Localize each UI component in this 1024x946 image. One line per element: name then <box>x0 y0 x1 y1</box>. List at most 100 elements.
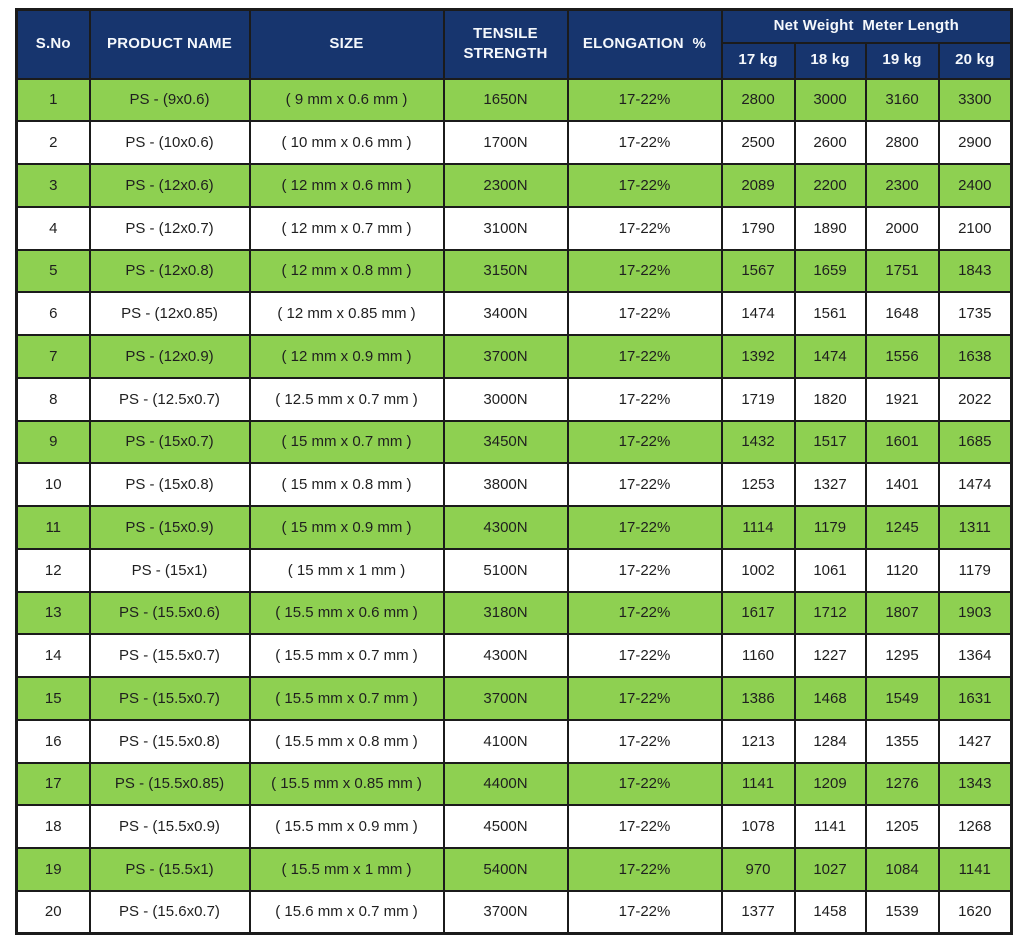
cell-length-18kg: 1561 <box>793 291 867 336</box>
cell-length-20kg: 1268 <box>937 804 1013 849</box>
cell-sno: 3 <box>15 163 91 208</box>
cell-length-18kg: 1209 <box>793 761 867 807</box>
cell-size: ( 15 mm x 0.8 mm ) <box>248 462 445 507</box>
cell-length-17kg: 1719 <box>720 376 796 422</box>
cell-product-name: PS - (15.5x0.6) <box>88 590 251 636</box>
cell-length-19kg: 1401 <box>864 462 940 507</box>
cell-product-name: PS - (15.5x0.8) <box>88 718 251 764</box>
cell-elongation: 17-22% <box>566 505 723 550</box>
cell-length-19kg: 1556 <box>864 334 940 379</box>
cell-elongation: 17-22% <box>566 804 723 849</box>
cell-length-20kg: 1141 <box>937 847 1013 892</box>
cell-length-19kg: 1355 <box>864 718 940 764</box>
cell-size: ( 15 mm x 0.7 mm ) <box>248 419 445 465</box>
cell-product-name: PS - (15.5x0.85) <box>88 761 251 807</box>
cell-size: ( 10 mm x 0.6 mm ) <box>248 120 445 165</box>
cell-length-18kg: 1141 <box>793 804 867 849</box>
cell-size: ( 15.6 mm x 0.7 mm ) <box>248 889 445 935</box>
cell-length-20kg: 2400 <box>937 163 1013 208</box>
cell-length-18kg: 1061 <box>793 547 867 593</box>
cell-length-20kg: 2022 <box>937 376 1013 422</box>
table-row: 5 PS - (12x0.8) ( 12 mm x 0.8 mm ) 3150N… <box>15 248 1013 294</box>
cell-length-20kg: 3300 <box>937 77 1013 123</box>
table-row: 10 PS - (15x0.8) ( 15 mm x 0.8 mm ) 3800… <box>15 462 1013 507</box>
cell-length-19kg: 3160 <box>864 77 940 123</box>
cell-product-name: PS - (15.5x0.7) <box>88 676 251 721</box>
cell-size: ( 15.5 mm x 0.7 mm ) <box>248 676 445 721</box>
cell-elongation: 17-22% <box>566 291 723 336</box>
cell-length-17kg: 1160 <box>720 633 796 678</box>
cell-elongation: 17-22% <box>566 847 723 892</box>
cell-length-18kg: 1284 <box>793 718 867 764</box>
cell-elongation: 17-22% <box>566 889 723 935</box>
table-row: 9 PS - (15x0.7) ( 15 mm x 0.7 mm ) 3450N… <box>15 419 1013 465</box>
cell-size: ( 15 mm x 0.9 mm ) <box>248 505 445 550</box>
cell-elongation: 17-22% <box>566 633 723 678</box>
cell-length-18kg: 1474 <box>793 334 867 379</box>
cell-product-name: PS - (12x0.9) <box>88 334 251 379</box>
cell-product-name: PS - (10x0.6) <box>88 120 251 165</box>
cell-length-17kg: 1567 <box>720 248 796 294</box>
cell-elongation: 17-22% <box>566 163 723 208</box>
cell-sno: 13 <box>15 590 91 636</box>
cell-length-20kg: 1343 <box>937 761 1013 807</box>
cell-tensile-strength: 3150N <box>442 248 569 294</box>
cell-product-name: PS - (15.5x0.7) <box>88 633 251 678</box>
cell-length-17kg: 1141 <box>720 761 796 807</box>
cell-product-name: PS - (12x0.8) <box>88 248 251 294</box>
cell-sno: 9 <box>15 419 91 465</box>
cell-size: ( 15.5 mm x 0.6 mm ) <box>248 590 445 636</box>
cell-length-18kg: 1890 <box>793 205 867 251</box>
cell-length-19kg: 1601 <box>864 419 940 465</box>
col-header-net-weight-meter-length: Net Weight Meter Length <box>720 8 1013 44</box>
cell-length-17kg: 1790 <box>720 205 796 251</box>
cell-length-17kg: 1617 <box>720 590 796 636</box>
table-row: 15 PS - (15.5x0.7) ( 15.5 mm x 0.7 mm ) … <box>15 676 1013 721</box>
cell-length-20kg: 1631 <box>937 676 1013 721</box>
cell-sno: 10 <box>15 462 91 507</box>
cell-size: ( 15.5 mm x 0.85 mm ) <box>248 761 445 807</box>
cell-size: ( 12 mm x 0.7 mm ) <box>248 205 445 251</box>
cell-length-17kg: 1432 <box>720 419 796 465</box>
table-row: 3 PS - (12x0.6) ( 12 mm x 0.6 mm ) 2300N… <box>15 163 1013 208</box>
cell-tensile-strength: 3000N <box>442 376 569 422</box>
cell-length-18kg: 1327 <box>793 462 867 507</box>
col-header-tensile-strength: TENSILE STRENGTH <box>442 8 569 80</box>
cell-tensile-strength: 4400N <box>442 761 569 807</box>
cell-sno: 17 <box>15 761 91 807</box>
cell-tensile-strength: 2300N <box>442 163 569 208</box>
cell-sno: 7 <box>15 334 91 379</box>
cell-tensile-strength: 4300N <box>442 505 569 550</box>
cell-length-20kg: 1843 <box>937 248 1013 294</box>
table-row: 14 PS - (15.5x0.7) ( 15.5 mm x 0.7 mm ) … <box>15 633 1013 678</box>
cell-product-name: PS - (15x0.8) <box>88 462 251 507</box>
cell-length-19kg: 2300 <box>864 163 940 208</box>
cell-length-19kg: 1084 <box>864 847 940 892</box>
table-row: 2 PS - (10x0.6) ( 10 mm x 0.6 mm ) 1700N… <box>15 120 1013 165</box>
cell-size: ( 15.5 mm x 0.7 mm ) <box>248 633 445 678</box>
cell-length-20kg: 1685 <box>937 419 1013 465</box>
cell-tensile-strength: 3700N <box>442 676 569 721</box>
cell-length-19kg: 1120 <box>864 547 940 593</box>
col-header-product-name: PRODUCT NAME <box>88 8 251 80</box>
col-header-sno: S.No <box>15 8 91 80</box>
table-row: 4 PS - (12x0.7) ( 12 mm x 0.7 mm ) 3100N… <box>15 205 1013 251</box>
cell-product-name: PS - (12x0.7) <box>88 205 251 251</box>
cell-product-name: PS - (12x0.6) <box>88 163 251 208</box>
cell-size: ( 15.5 mm x 0.8 mm ) <box>248 718 445 764</box>
cell-length-19kg: 1751 <box>864 248 940 294</box>
table-row: 12 PS - (15x1) ( 15 mm x 1 mm ) 5100N 17… <box>15 547 1013 593</box>
cell-elongation: 17-22% <box>566 761 723 807</box>
cell-product-name: PS - (15.6x0.7) <box>88 889 251 935</box>
cell-tensile-strength: 3700N <box>442 889 569 935</box>
cell-tensile-strength: 5400N <box>442 847 569 892</box>
cell-length-20kg: 1364 <box>937 633 1013 678</box>
col-header-size: SIZE <box>248 8 445 80</box>
cell-product-name: PS - (9x0.6) <box>88 77 251 123</box>
col-header-elongation: ELONGATION % <box>566 8 723 80</box>
cell-length-19kg: 1539 <box>864 889 940 935</box>
cell-sno: 1 <box>15 77 91 123</box>
cell-length-19kg: 1648 <box>864 291 940 336</box>
table-row: 17 PS - (15.5x0.85) ( 15.5 mm x 0.85 mm … <box>15 761 1013 807</box>
cell-size: ( 9 mm x 0.6 mm ) <box>248 77 445 123</box>
